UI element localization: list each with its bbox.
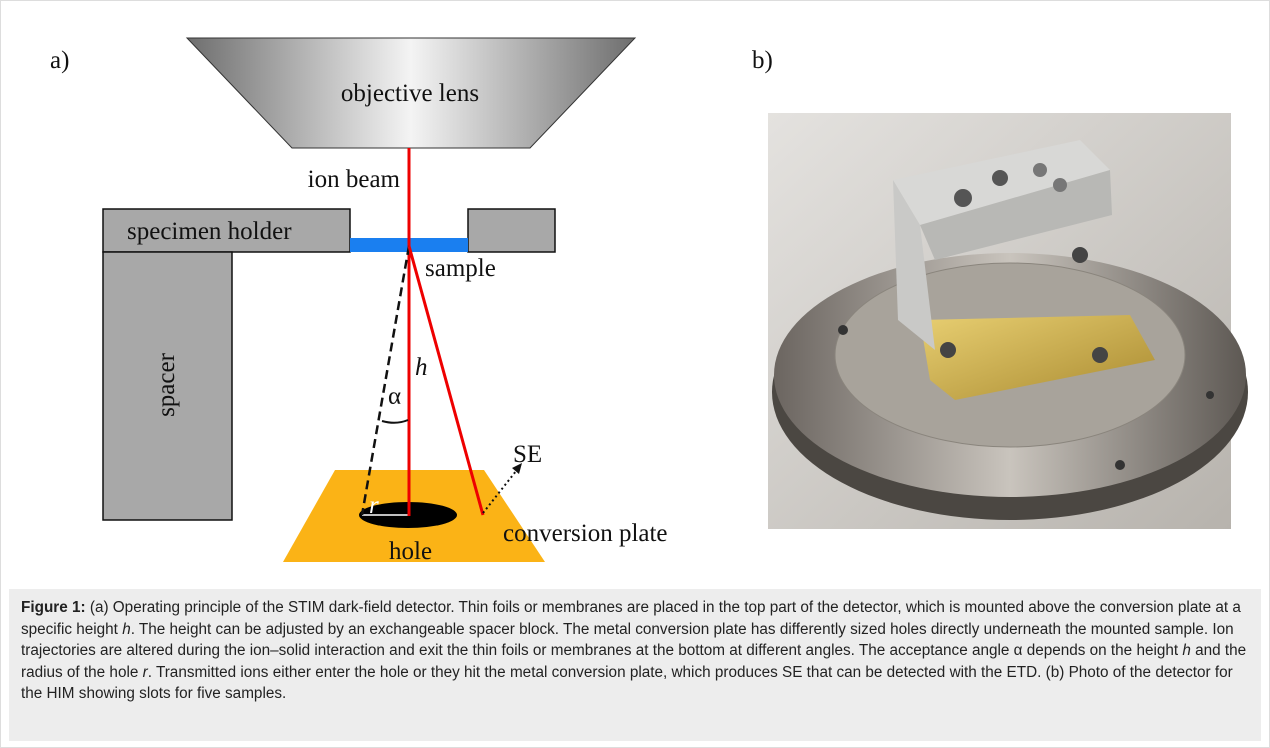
panel-label: b): [752, 47, 773, 74]
caption-text: . The height can be adjusted by an excha…: [21, 621, 1234, 660]
caption-symbol: h: [1182, 642, 1191, 659]
holder-right: [468, 209, 555, 252]
holder-label: specimen holder: [127, 218, 292, 245]
page: a) objective lens ion beam specimen hold…: [0, 0, 1270, 748]
panel-label: a): [50, 47, 69, 74]
plate-label: conversion plate: [503, 520, 668, 547]
lens-label: objective lens: [341, 80, 479, 107]
caption: Figure 1: (a) Operating principle of the…: [9, 589, 1261, 741]
hole-label: hole: [389, 538, 432, 565]
caption-label: Figure 1:: [21, 599, 86, 616]
spacer-label: spacer: [153, 352, 180, 417]
height-label: h: [415, 354, 428, 381]
caption-symbol: h: [122, 621, 131, 638]
beam-label: ion beam: [308, 166, 401, 193]
radius-label: r: [369, 492, 379, 519]
photo: [768, 113, 1248, 529]
sample-label: sample: [425, 255, 496, 282]
se-label: SE: [513, 441, 542, 468]
angle-arc: [382, 420, 408, 423]
caption-text: . Transmitted ions either enter the hole…: [21, 664, 1233, 703]
alpha-label: α: [388, 383, 401, 410]
